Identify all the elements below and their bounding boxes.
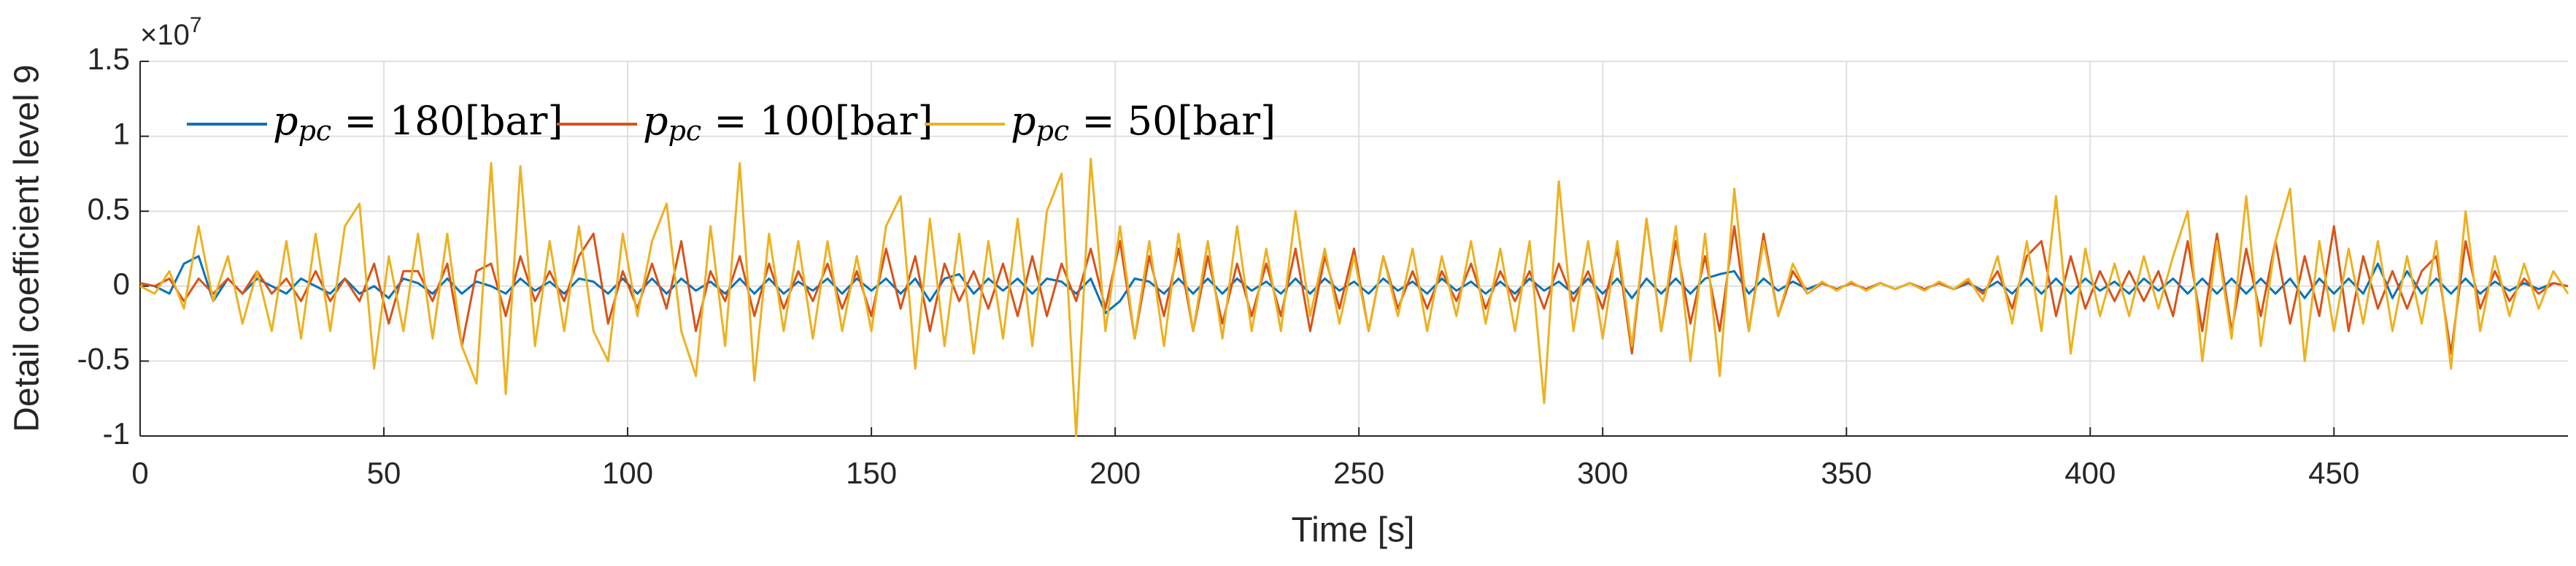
legend-symbol: p [1011,98,1036,144]
y-tick-label: -0.5 [77,341,130,375]
legend-label: ppc = 180[bar] [273,98,563,147]
legend-label: ppc = 50[bar] [1011,98,1276,147]
x-tick-label: 300 [1577,456,1628,490]
legend-subscript: pc [668,115,702,147]
series-line [139,255,2569,315]
y-tick-label: -1 [103,416,130,451]
series-line [139,157,2569,437]
y-tick-label: 0 [113,267,130,301]
y-axis-label: Detail coefficient level 9 [8,64,47,432]
x-tick-label: 150 [846,456,897,490]
y-multiplier-exponent: 7 [190,13,202,37]
legend-rest: = 50[bar] [1069,98,1276,144]
x-tick-label: 350 [1821,456,1872,490]
y-tick-label: 1 [113,117,130,151]
x-tick-label: 400 [2064,456,2116,490]
legend-label: ppc = 100[bar] [643,98,933,147]
y-tick-label: 0.5 [88,191,130,226]
x-tick-label: 50 [367,456,401,490]
legend-rest: = 100[bar] [701,98,933,144]
x-tick-label: 0 [131,456,148,490]
legend-symbol: p [273,98,298,144]
x-axis-label: Time [s] [1292,511,1415,550]
x-tick-label: 100 [602,456,653,490]
legend-symbol: p [643,98,668,144]
y-tick-label: 1.5 [88,42,130,76]
x-tick-label: 450 [2308,456,2359,490]
x-tick-label: 250 [1333,456,1384,490]
y-multiplier: ×107 [140,13,202,51]
y-multiplier-base: ×10 [140,19,190,51]
legend-rest: = 180[bar] [331,98,563,144]
legend-subscript: pc [1036,115,1070,147]
x-tick-label: 200 [1090,456,1141,490]
legend-subscript: pc [298,115,332,147]
